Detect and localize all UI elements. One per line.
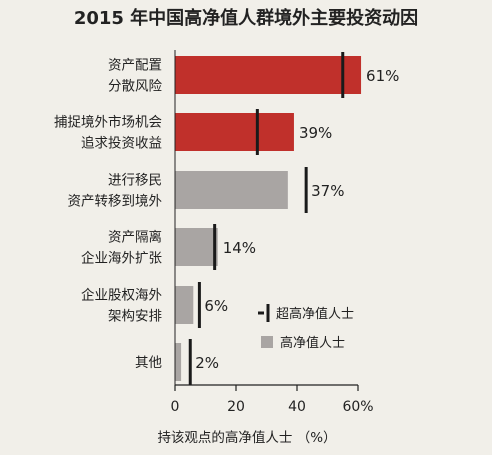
category-label-line: 资产隔离 bbox=[108, 229, 162, 246]
category-label-line: 资产配置 bbox=[108, 58, 162, 74]
x-tick-label: 40 bbox=[288, 399, 306, 415]
value-labels: 61% 39% 37% 14% 6% 2% bbox=[195, 67, 399, 372]
category-label: 企业股权海外架构安排 bbox=[81, 287, 162, 325]
bar-high-net-worth bbox=[175, 286, 194, 324]
bar-high-net-worth bbox=[175, 113, 294, 151]
value-label: 6% bbox=[204, 297, 228, 315]
category-label: 捕捉境外市场机会追求投资收益 bbox=[54, 114, 162, 152]
value-label: 37% bbox=[311, 182, 344, 200]
ultra-high-net-worth-markers bbox=[188, 52, 345, 385]
category-label-line: 进行移民 bbox=[108, 173, 162, 189]
legend-swatch bbox=[261, 336, 273, 348]
category-label-line: 资产转移到境外 bbox=[68, 194, 163, 210]
category-label-line: 企业股权海外 bbox=[81, 287, 162, 304]
chart-title: 2015 年中国高净值人群境外主要投资动因 bbox=[74, 7, 418, 29]
category-label-line: 架构安排 bbox=[108, 309, 162, 325]
bar-high-net-worth bbox=[175, 228, 218, 266]
value-label: 2% bbox=[195, 354, 219, 372]
category-label: 资产配置分散风险 bbox=[108, 58, 162, 95]
category-label-line: 分散风险 bbox=[108, 79, 162, 95]
legend-label-high: 高净值人士 bbox=[280, 335, 345, 351]
value-label: 61% bbox=[366, 67, 399, 85]
legend-label-ultra: 超高净值人士 bbox=[276, 306, 354, 322]
bar-high-net-worth bbox=[175, 56, 362, 94]
x-axis-label: 持该观点的高净值人士 （%） bbox=[157, 429, 336, 446]
bar-high-net-worth bbox=[175, 343, 182, 381]
value-label: 14% bbox=[223, 239, 256, 257]
x-tick-label: 60% bbox=[342, 399, 373, 415]
x-axis: 0 20 40 60% bbox=[171, 50, 374, 415]
category-labels: 资产配置分散风险捕捉境外市场机会追求投资收益进行移民资产转移到境外资产隔离企业海… bbox=[54, 58, 162, 372]
value-label: 39% bbox=[299, 124, 332, 142]
bar-high-net-worth bbox=[175, 171, 288, 209]
category-label-line: 其他 bbox=[135, 355, 162, 371]
x-tick-label: 0 bbox=[171, 399, 180, 415]
bars bbox=[175, 56, 362, 381]
category-label: 进行移民资产转移到境外 bbox=[68, 173, 163, 210]
category-label-line: 捕捉境外市场机会 bbox=[54, 114, 162, 131]
x-tick-label: 20 bbox=[227, 399, 245, 415]
category-label: 资产隔离企业海外扩张 bbox=[81, 229, 162, 267]
category-label: 其他 bbox=[135, 355, 162, 371]
category-label-line: 企业海外扩张 bbox=[81, 250, 162, 267]
category-label-line: 追求投资收益 bbox=[81, 136, 162, 152]
